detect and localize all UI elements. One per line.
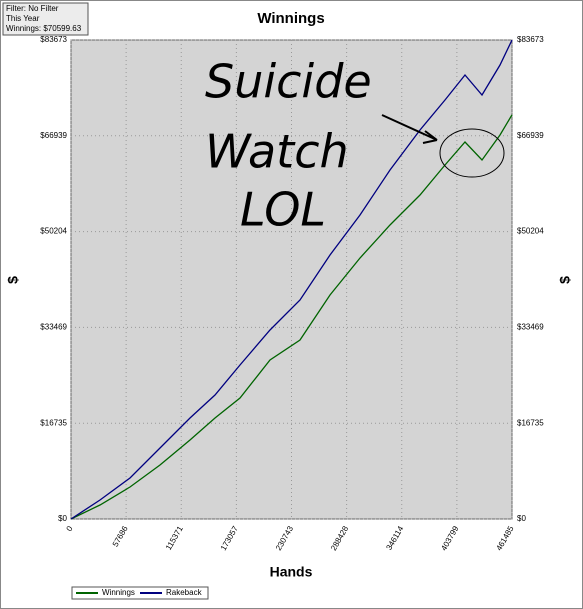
info-box [2, 2, 89, 36]
y-tick-label: $16735 [40, 418, 67, 427]
y2-tick-label: $50204 [517, 227, 544, 236]
info-line: This Year [6, 14, 40, 23]
y-axis-title: $ [5, 276, 21, 284]
legend-label: Rakeback [166, 588, 203, 597]
series-line [70, 39, 513, 520]
annotation-arrow [381, 114, 438, 144]
y2-tick-label: $16735 [517, 418, 544, 427]
y2-tick-label: $33469 [517, 323, 544, 332]
annotation-line: Suicide [205, 55, 372, 109]
y2-tick-label: $0 [517, 514, 526, 523]
x-tick-label: 0 [65, 524, 75, 533]
x-axis-title: Hands [270, 564, 313, 580]
annotation-ellipse [439, 128, 505, 178]
annotation-line: LOL [240, 183, 326, 237]
info-line: Filter: No Filter [6, 4, 59, 13]
annotation-line: Watch [205, 125, 349, 179]
series-line [70, 114, 513, 520]
chart-title: Winnings [257, 10, 324, 27]
y-tick-label: $0 [58, 514, 67, 523]
y2-tick-label: $83673 [517, 35, 544, 44]
y2-axis-title: $ [557, 276, 573, 284]
info-line: Winnings: $70599.63 [6, 24, 82, 33]
marks [70, 39, 513, 520]
y-tick-label: $50204 [40, 227, 67, 236]
y-tick-label: $33469 [40, 323, 67, 332]
legend-label: Winnings [102, 588, 135, 597]
y2-tick-label: $66939 [517, 131, 544, 140]
y-tick-label: $83673 [40, 35, 67, 44]
plot-area [70, 39, 513, 520]
y-tick-label: $66939 [40, 131, 67, 140]
